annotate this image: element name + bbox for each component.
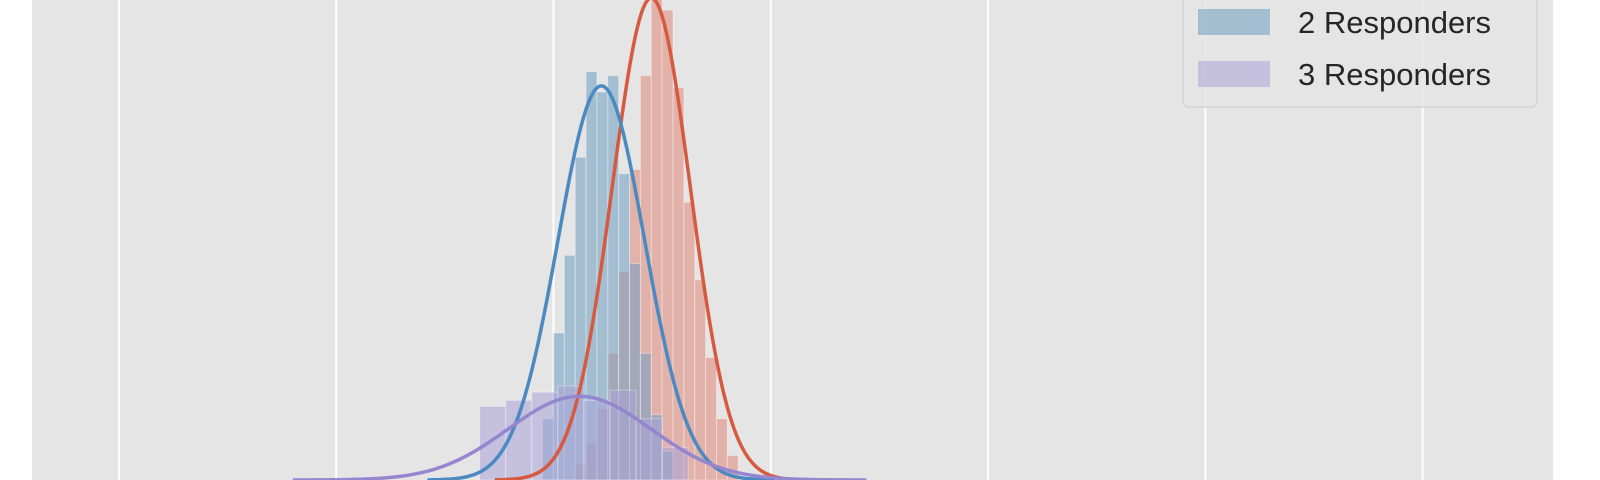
legend-label-3-responders: 3 Responders <box>1298 57 1491 92</box>
legend-box <box>1182 0 1538 108</box>
bar-series-0-bin-10 <box>683 201 696 480</box>
grid-lines <box>117 0 1424 480</box>
kde-curve-series-1 <box>427 84 776 480</box>
legend-label-2-responders: 2 Responders <box>1298 5 1491 40</box>
bar-series-0-bin-12 <box>705 356 717 480</box>
bar-series-0-bin-13 <box>715 418 728 480</box>
kde-curve-series-0 <box>494 0 808 480</box>
bar-series-1-bin-6 <box>607 75 620 480</box>
bar-series-0-bin-9 <box>672 87 685 480</box>
kde-curve-series-2 <box>292 394 867 480</box>
bar-series-0-bin-7 <box>650 0 663 480</box>
bar-series-1-bin-4 <box>585 70 598 480</box>
legend: 2 Responders 3 Responders <box>1182 0 1538 108</box>
bar-series-0-bin-8 <box>661 9 674 480</box>
legend-swatch-2-responders <box>1198 9 1270 35</box>
legend-swatch-3-responders <box>1198 61 1270 87</box>
bar-series-1-bin-2 <box>563 254 576 480</box>
density-curves <box>292 0 867 480</box>
bar-series-2-bin-4 <box>583 399 611 480</box>
series-2-bars <box>479 385 689 480</box>
